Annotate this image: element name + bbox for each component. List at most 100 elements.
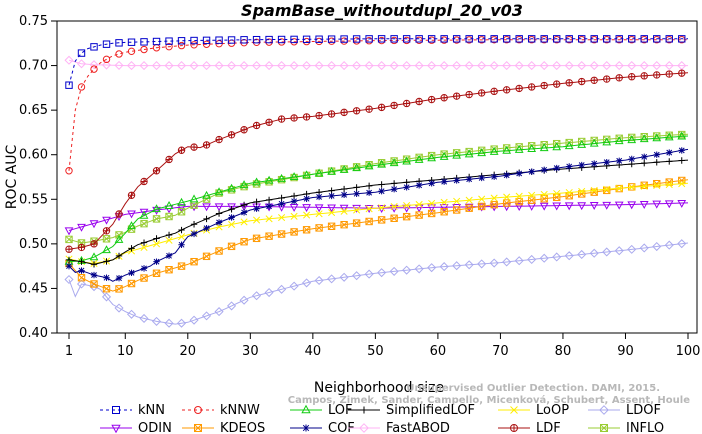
data-point [427, 61, 437, 71]
data-point [302, 35, 311, 44]
data-point [378, 216, 386, 224]
data-point [440, 198, 448, 206]
data-point [590, 35, 598, 43]
data-point [240, 238, 248, 246]
data-point [289, 172, 299, 181]
data-point [227, 301, 237, 311]
series-line [68, 135, 689, 263]
series-kdeos [65, 176, 689, 293]
data-point [228, 131, 235, 139]
data-point [640, 181, 648, 189]
data-point [477, 203, 487, 212]
data-point [302, 204, 311, 213]
data-point [215, 247, 223, 255]
data-point [152, 206, 161, 215]
data-point [228, 242, 236, 250]
data-point [115, 285, 123, 293]
data-point [65, 81, 73, 89]
legend-label: kNN [138, 403, 165, 418]
data-point [389, 61, 399, 71]
data-point [115, 50, 123, 58]
data-point [627, 244, 637, 254]
data-point [615, 184, 623, 192]
data-point [252, 177, 261, 186]
data-point [140, 265, 148, 272]
data-point [203, 141, 210, 149]
data-point [252, 291, 262, 301]
data-point [489, 146, 499, 155]
data-point [365, 205, 373, 213]
data-point [214, 307, 224, 317]
data-point [90, 240, 98, 248]
data-point [65, 235, 73, 243]
data-point [115, 252, 123, 260]
data-point [665, 35, 673, 43]
data-point [340, 221, 348, 229]
data-point [590, 188, 598, 196]
data-point [452, 35, 461, 43]
data-point [364, 269, 374, 279]
data-point [327, 35, 336, 43]
data-point [302, 278, 312, 288]
data-point [140, 243, 148, 251]
data-point [514, 61, 524, 71]
data-point [360, 406, 368, 414]
data-point [102, 285, 111, 293]
data-point [339, 272, 349, 282]
data-point [289, 281, 299, 291]
data-point [503, 199, 511, 207]
data-point [539, 253, 549, 263]
data-point [540, 82, 548, 89]
data-point [127, 38, 136, 46]
data-point [328, 192, 335, 200]
data-point [77, 274, 86, 282]
data-point [203, 224, 210, 232]
data-point [653, 159, 660, 166]
data-point [665, 131, 673, 139]
data-point [139, 61, 149, 71]
plot-frame [56, 20, 698, 334]
series-line [68, 159, 689, 265]
data-point [539, 202, 549, 211]
data-point [339, 164, 349, 173]
data-point [152, 215, 161, 223]
data-point [639, 201, 649, 209]
data-point [240, 36, 248, 44]
data-point [78, 258, 85, 265]
data-point [641, 153, 648, 161]
data-point [641, 159, 648, 167]
data-point [465, 176, 473, 183]
data-point [578, 35, 586, 43]
data-point [677, 61, 687, 71]
x-tick-label: 80 [555, 344, 572, 359]
data-point [253, 216, 261, 224]
data-point [140, 239, 148, 246]
data-point [140, 220, 148, 228]
data-point [602, 247, 612, 257]
data-point [127, 210, 136, 219]
data-point [465, 196, 473, 204]
data-point [578, 78, 585, 85]
data-point [628, 183, 636, 191]
data-point [428, 199, 436, 207]
data-point [253, 198, 260, 206]
data-point [390, 214, 398, 222]
data-point [616, 157, 623, 164]
data-point [165, 266, 173, 274]
data-point [89, 60, 99, 70]
data-point [339, 61, 349, 71]
data-point [403, 213, 411, 221]
data-point [603, 75, 610, 83]
data-point [577, 61, 587, 71]
data-point [303, 211, 311, 219]
data-point [377, 35, 386, 43]
data-point [265, 232, 273, 240]
data-point [503, 86, 510, 94]
data-point [578, 161, 585, 169]
data-point [678, 147, 685, 154]
data-point [453, 206, 461, 214]
data-point [427, 204, 437, 213]
data-point [315, 35, 323, 43]
data-point [602, 137, 612, 146]
data-point [90, 65, 98, 73]
